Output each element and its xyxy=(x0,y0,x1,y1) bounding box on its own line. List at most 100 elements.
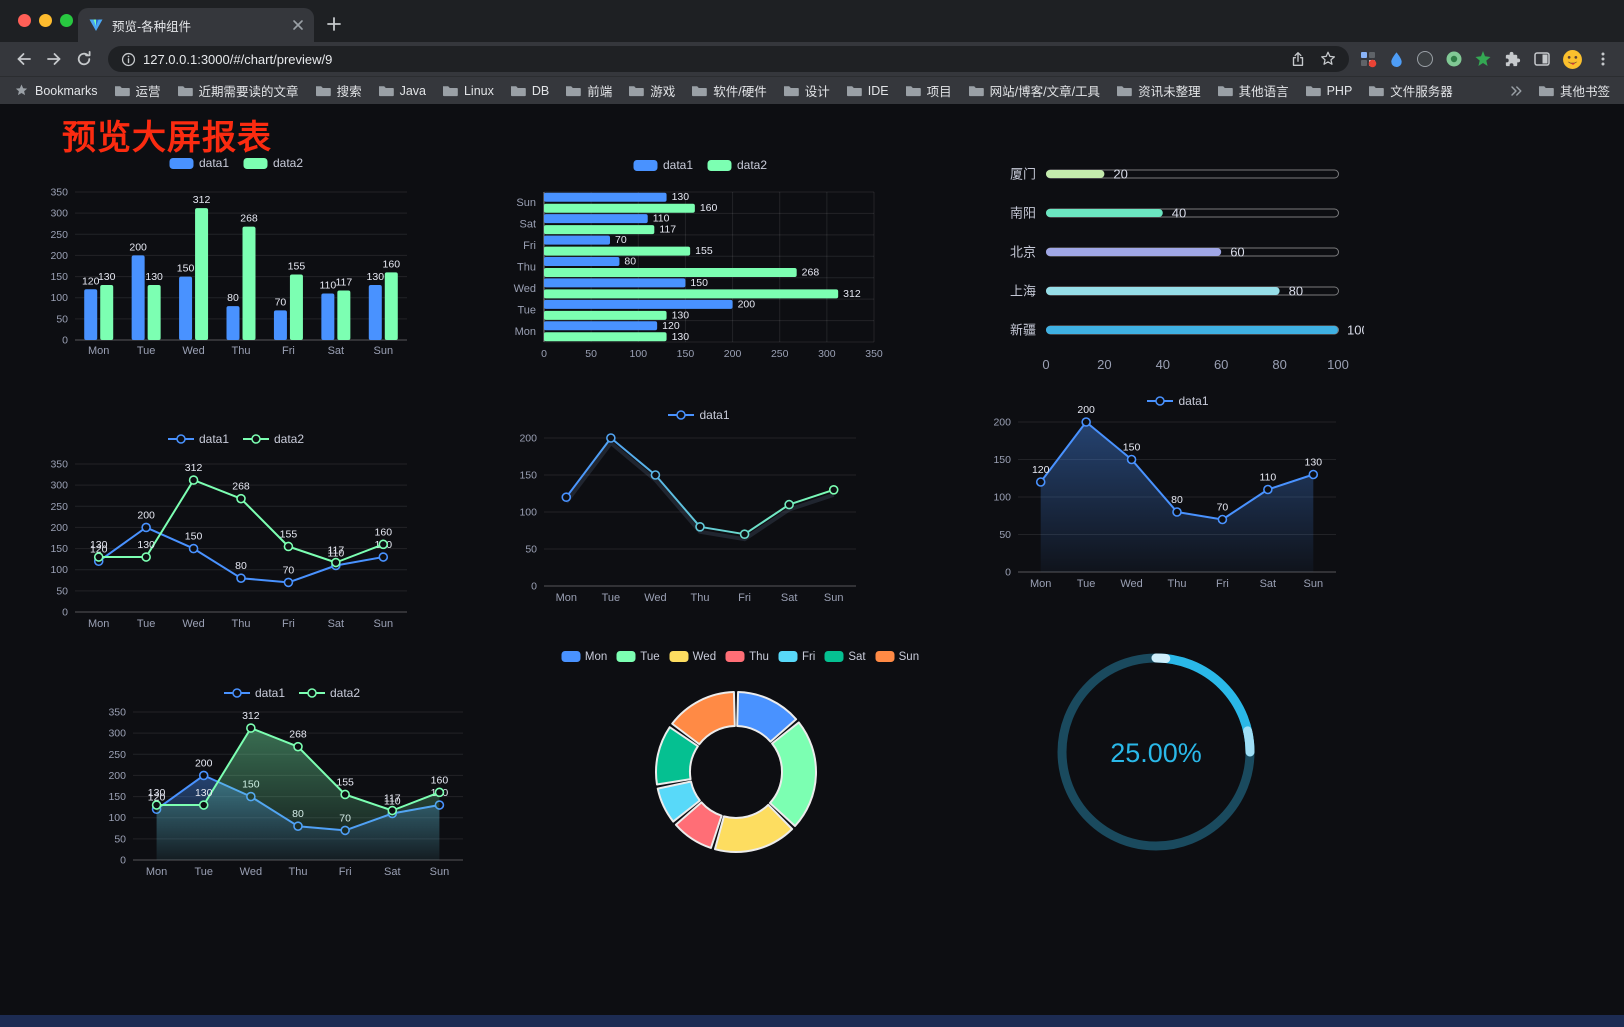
svg-text:Sun: Sun xyxy=(373,345,393,357)
legend-item[interactable]: Thu xyxy=(725,650,769,663)
tab-strip: 预览-各种组件 xyxy=(0,0,1624,42)
chart-legend: Mon Tue Wed Thu Fri Sat Sun xyxy=(530,650,950,663)
bookmark-folder[interactable]: 运营 xyxy=(114,81,161,100)
svg-text:Sat: Sat xyxy=(519,219,536,231)
chart-bar-horizontal[interactable]: 0 50 100 150 200 250 300 350 Mon Tue Wed Thu Fri Sat S… xyxy=(508,150,892,372)
chart-legend: data1 xyxy=(508,408,890,422)
svg-text:200: 200 xyxy=(1077,404,1095,416)
new-tab-button[interactable] xyxy=(324,14,344,34)
bookmark-folder[interactable]: DB xyxy=(510,84,549,98)
svg-text:120: 120 xyxy=(82,275,100,287)
svg-text:Mon: Mon xyxy=(88,618,109,630)
site-info-icon[interactable] xyxy=(120,51,137,68)
bookmarks-overflow-icon[interactable] xyxy=(1508,83,1524,99)
legend-item[interactable]: data1 xyxy=(668,408,730,422)
browser-tab[interactable]: 预览-各种组件 xyxy=(78,8,314,42)
legend-item[interactable]: data1 xyxy=(1147,394,1209,408)
minimize-window-button[interactable] xyxy=(39,14,52,27)
close-window-button[interactable] xyxy=(18,14,31,27)
split-screen-icon[interactable] xyxy=(1533,50,1551,68)
legend-item[interactable]: data2 xyxy=(243,156,303,170)
legend-item[interactable]: data1 xyxy=(167,432,229,446)
bookmark-folder[interactable]: 游戏 xyxy=(628,81,675,100)
svg-text:50: 50 xyxy=(56,313,68,325)
window-controls xyxy=(18,14,73,27)
svg-text:300: 300 xyxy=(108,728,126,740)
chart-line-gradient[interactable]: 0 50 100 150 200 Mon Tue Wed Thu Fri Sat Sun data1 xyxy=(508,404,890,616)
bookmarks-root[interactable]: Bookmarks xyxy=(14,83,98,98)
legend-item[interactable]: Tue xyxy=(616,650,660,663)
svg-text:110: 110 xyxy=(327,547,344,559)
bookmark-folder[interactable]: 项目 xyxy=(905,81,952,100)
svg-text:Tue: Tue xyxy=(194,866,213,878)
bookmark-folder[interactable]: 软件/硬件 xyxy=(691,81,767,100)
bookmark-folder[interactable]: 其他语言 xyxy=(1217,81,1289,100)
extension-grid-icon[interactable] xyxy=(1359,50,1377,68)
svg-text:60: 60 xyxy=(1214,357,1228,372)
reload-button[interactable] xyxy=(70,46,98,72)
svg-text:155: 155 xyxy=(288,260,306,272)
bookmark-folder[interactable]: 资讯未整理 xyxy=(1116,81,1201,100)
page-content: 预览大屏报表 0 50 100 150 200 250 300 350 Mon Tue Wed Thu… xyxy=(0,104,1624,1027)
extension-star-icon[interactable] xyxy=(1474,50,1492,68)
forward-button[interactable] xyxy=(40,46,68,72)
extension-drop-icon[interactable] xyxy=(1388,51,1405,68)
chart-line-area-two[interactable]: 0 50 100 150 200 250 300 350 Mon Tue Wed Thu Fri Sat S… xyxy=(100,682,484,898)
legend-item[interactable]: data1 xyxy=(169,156,229,170)
extension-dark-circle-icon[interactable] xyxy=(1416,50,1434,68)
extensions-puzzle-icon[interactable] xyxy=(1503,50,1522,69)
svg-text:150: 150 xyxy=(185,531,203,543)
svg-text:100: 100 xyxy=(108,812,126,824)
legend-item[interactable]: data1 xyxy=(633,158,693,172)
svg-text:130: 130 xyxy=(145,271,163,283)
bookmark-folder[interactable]: 前端 xyxy=(565,81,612,100)
back-button[interactable] xyxy=(10,46,38,72)
bookmark-folder[interactable]: 网站/博客/文章/工具 xyxy=(968,81,1100,100)
svg-text:50: 50 xyxy=(999,529,1011,541)
legend-item[interactable]: data2 xyxy=(299,686,360,700)
legend-item[interactable]: Mon xyxy=(561,650,607,663)
svg-text:0: 0 xyxy=(1042,357,1049,372)
tab-close-icon[interactable] xyxy=(290,17,306,33)
other-bookmarks[interactable]: 其他书签 xyxy=(1538,81,1610,100)
bookmark-folder[interactable]: 搜索 xyxy=(315,81,362,100)
bookmark-folder[interactable]: 近期需要读的文章 xyxy=(177,81,299,100)
legend-item[interactable]: Sun xyxy=(875,650,919,663)
bookmark-folder[interactable]: 设计 xyxy=(783,81,830,100)
bookmarks-bar: Bookmarks 运营 近期需要读的文章 搜索 Java Linux DB 前端 游戏 软件/… xyxy=(0,76,1624,104)
svg-text:Fri: Fri xyxy=(282,618,295,630)
legend-item[interactable]: Fri xyxy=(778,650,815,663)
legend-item[interactable]: data2 xyxy=(707,158,767,172)
svg-text:Wed: Wed xyxy=(182,618,204,630)
legend-item[interactable]: Wed xyxy=(669,650,716,663)
legend-item[interactable]: data2 xyxy=(243,432,304,446)
bookmark-folder[interactable]: IDE xyxy=(846,84,889,98)
share-icon[interactable] xyxy=(1289,50,1307,68)
chart-donut[interactable]: Mon Tue Wed Thu Fri Sat Sun xyxy=(530,642,950,914)
svg-text:80: 80 xyxy=(1272,357,1286,372)
chart-legend: data1 data2 xyxy=(45,156,427,170)
url-text[interactable]: 127.0.0.1:3000/#/chart/preview/9 xyxy=(143,51,333,67)
bookmark-folder[interactable]: Linux xyxy=(442,84,494,98)
legend-item[interactable]: data1 xyxy=(223,686,285,700)
svg-text:80: 80 xyxy=(1171,494,1183,506)
chart-bar-vertical[interactable]: 0 50 100 150 200 250 300 350 Mon Tue Wed Thu Fri Sat S… xyxy=(45,148,427,364)
svg-text:70: 70 xyxy=(1217,502,1229,514)
chart-progress-bars[interactable]: 厦门 20 南阳 40 北京 60 上海 80 新疆 100 0 20 40 60 80 100 xyxy=(992,154,1364,386)
chart-line-area[interactable]: 0 50 100 150 200 Mon Tue Wed Thu Fri Sat Sun 120 200 1… xyxy=(992,392,1364,602)
chart-gauge[interactable]: 25.00% xyxy=(1038,642,1278,878)
svg-text:40: 40 xyxy=(1172,206,1186,221)
legend-item[interactable]: Sat xyxy=(824,650,866,663)
bookmark-folder[interactable]: PHP xyxy=(1305,84,1352,98)
address-bar[interactable]: 127.0.0.1:3000/#/chart/preview/9 xyxy=(108,46,1349,72)
bookmark-star-icon[interactable] xyxy=(1319,50,1337,68)
bookmarks-list: 运营 近期需要读的文章 搜索 Java Linux DB 前端 游戏 软件/硬件 设计 IDE 项目网… xyxy=(114,81,1492,100)
extension-green-circle-icon[interactable] xyxy=(1445,50,1463,68)
profile-avatar[interactable] xyxy=(1562,49,1583,70)
bookmark-folder[interactable]: Java xyxy=(378,84,426,98)
browser-menu-icon[interactable] xyxy=(1594,50,1612,68)
chart-line-two-series[interactable]: 0 50 100 150 200 250 300 350 Mon Tue Wed Thu Fri Sat S… xyxy=(45,426,427,646)
bookmark-folder[interactable]: 文件服务器 xyxy=(1368,81,1453,100)
svg-text:150: 150 xyxy=(677,348,695,360)
zoom-window-button[interactable] xyxy=(60,14,73,27)
